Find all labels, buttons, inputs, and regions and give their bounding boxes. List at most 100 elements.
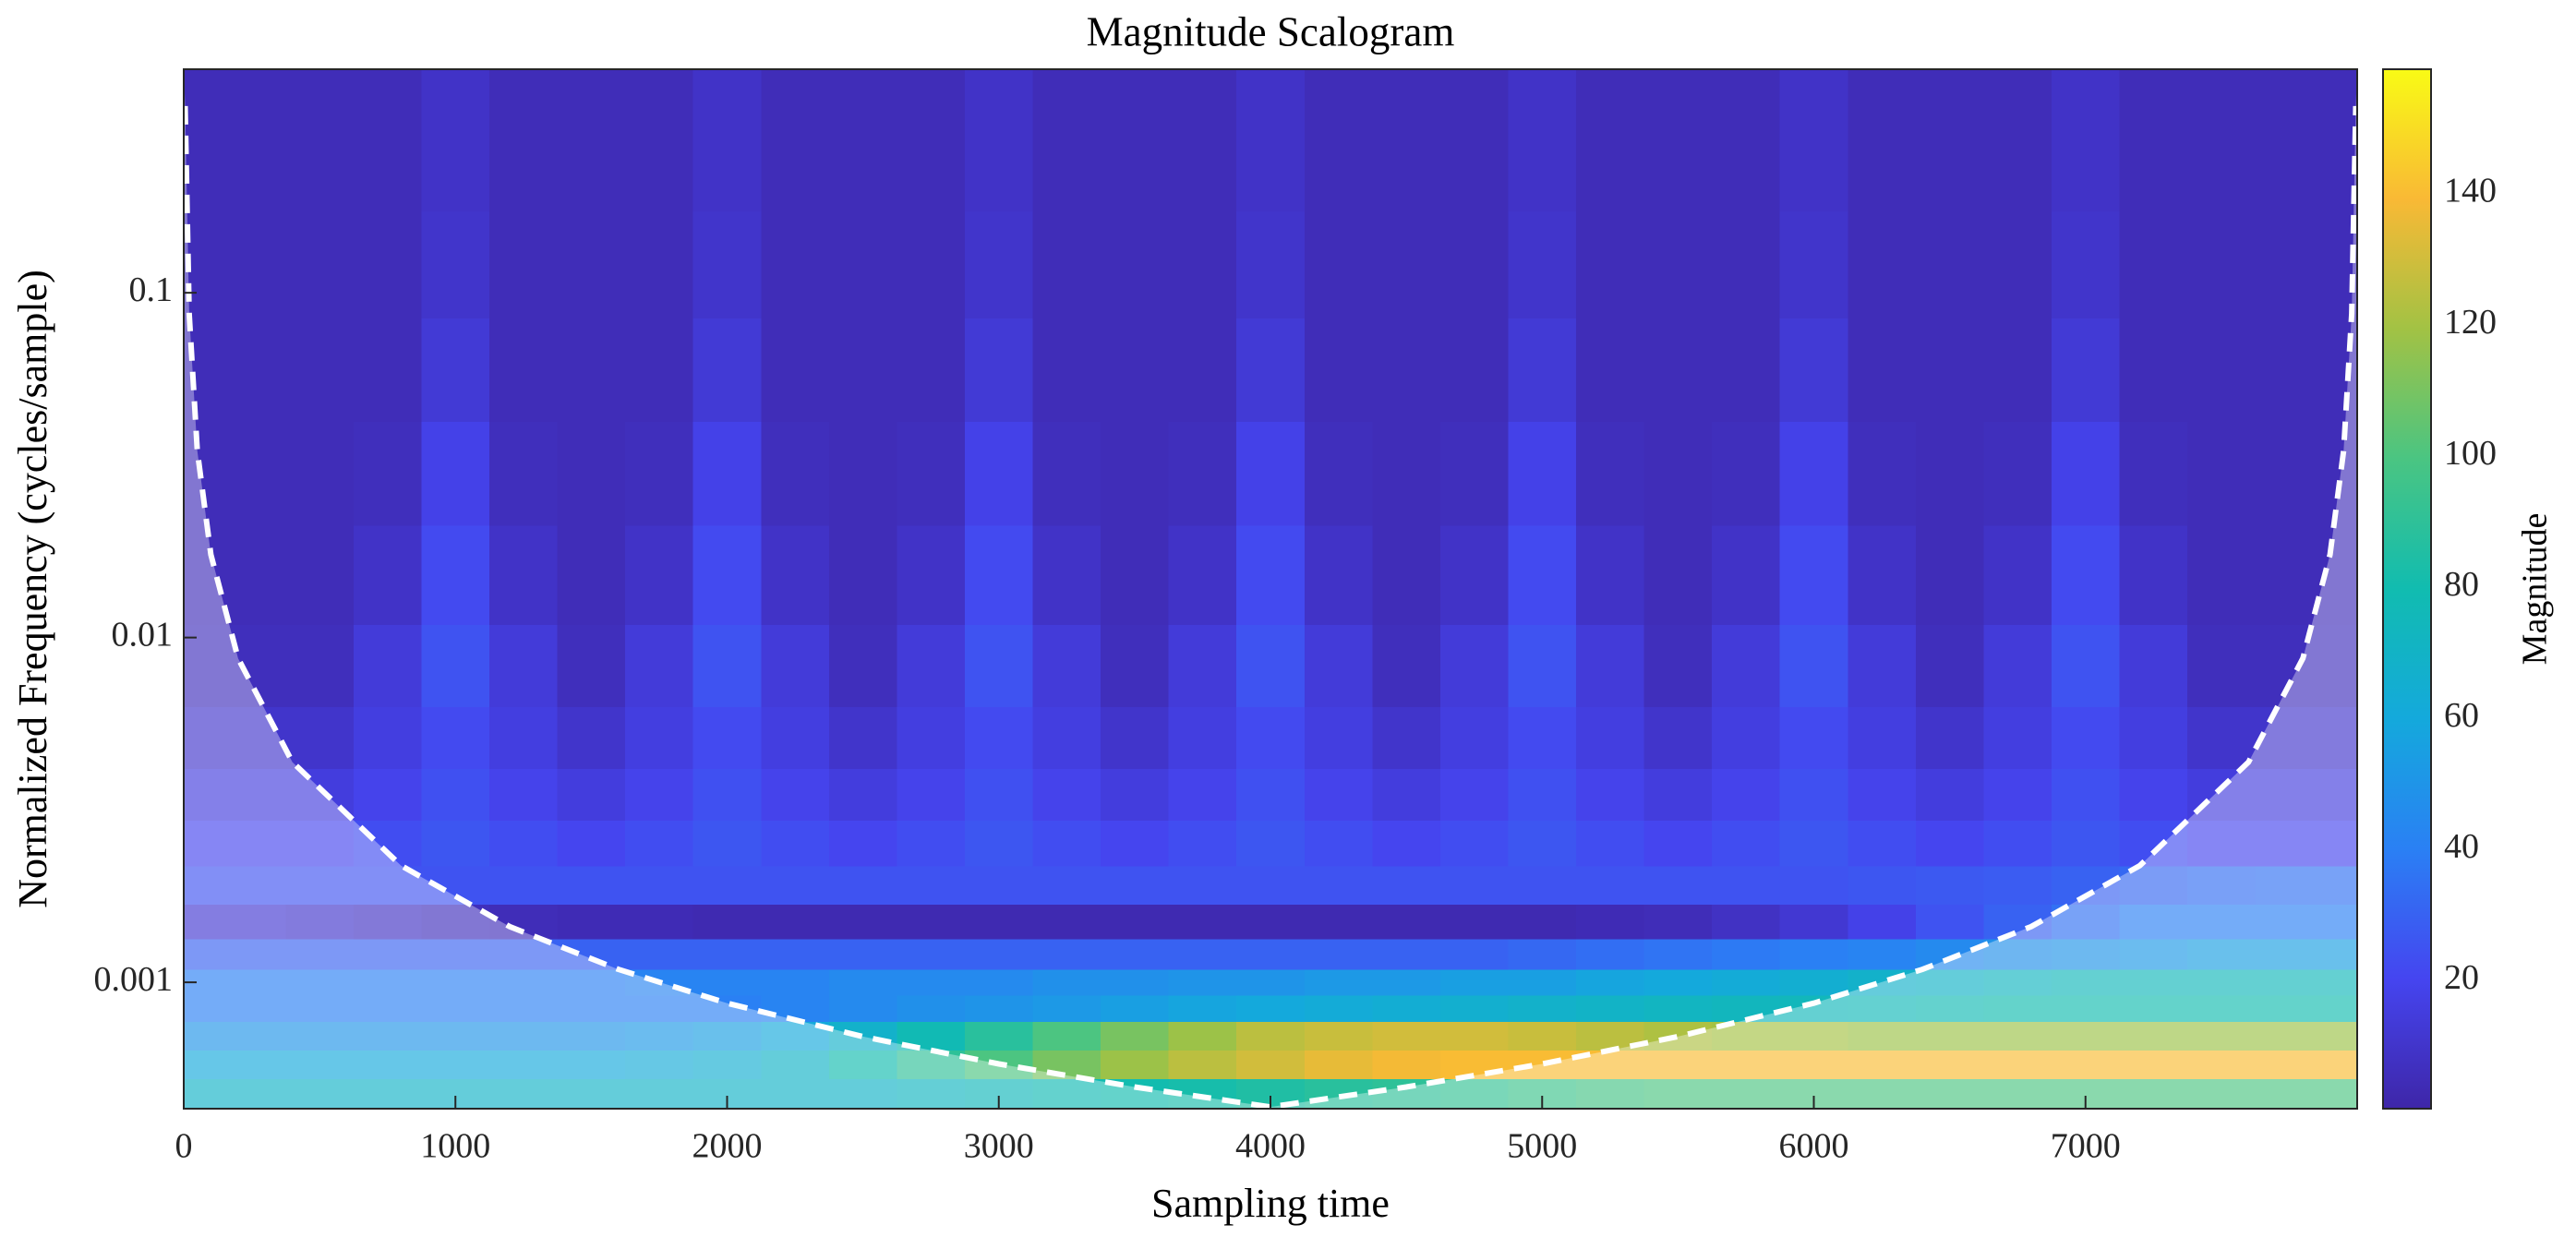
heatmap-cell: [897, 421, 966, 526]
heatmap-cell: [285, 1021, 355, 1051]
heatmap-cell: [1032, 994, 1102, 1023]
heatmap-cell: [2323, 1077, 2357, 1109]
heatmap-cell: [1576, 210, 1645, 318]
heatmap-cell: [2255, 1021, 2325, 1051]
heatmap-cell: [1576, 705, 1645, 769]
heatmap-cell: [1032, 210, 1102, 318]
x-tick-label: 7000: [2051, 1127, 2121, 1166]
heatmap-cell: [557, 938, 627, 970]
heatmap-cell: [2323, 705, 2357, 769]
heatmap-cell: [625, 524, 694, 625]
heatmap-cell: [1101, 69, 1170, 212]
heatmap-cell: [1168, 623, 1238, 707]
heatmap-cell: [2255, 767, 2325, 822]
heatmap-cell: [285, 968, 355, 996]
heatmap-cell: [1712, 317, 1781, 423]
heatmap-cell: [828, 210, 898, 318]
heatmap-cell: [1915, 865, 1985, 906]
heatmap-cell: [1712, 1050, 1781, 1079]
heatmap-cell: [1983, 820, 2052, 867]
heatmap-cell: [1168, 317, 1238, 423]
heatmap-cell: [184, 317, 219, 423]
heatmap-cell: [1643, 210, 1714, 318]
heatmap-cell: [184, 69, 219, 212]
heatmap-cell: [2119, 994, 2189, 1023]
heatmap-cell: [828, 865, 898, 906]
heatmap-cell: [2051, 421, 2121, 526]
heatmap-cell: [2051, 767, 2121, 822]
heatmap-cell: [217, 623, 287, 707]
heatmap-cell: [828, 69, 898, 212]
x-tick-label: 4000: [1235, 1127, 1306, 1166]
heatmap-cell: [217, 1021, 287, 1051]
heatmap-cell: [625, 994, 694, 1023]
heatmap-cell: [353, 994, 423, 1023]
heatmap-cell: [1848, 865, 1917, 906]
heatmap-cell: [761, 705, 830, 769]
colorbar: [2382, 68, 2432, 1110]
heatmap-cell: [2187, 1050, 2257, 1079]
heatmap-cell: [897, 623, 966, 707]
heatmap-cell: [761, 1050, 830, 1079]
heatmap-cell: [1372, 69, 1441, 212]
heatmap-cell: [184, 705, 219, 769]
heatmap-cell: [1508, 421, 1578, 526]
y-tick-label: 0.1: [129, 270, 174, 309]
heatmap-cell: [1439, 820, 1510, 867]
heatmap-cell: [217, 820, 287, 867]
heatmap-cell: [964, 968, 1034, 996]
heatmap-cell: [761, 968, 830, 996]
heatmap-cell: [1032, 317, 1102, 423]
heatmap-cell: [1848, 938, 1917, 970]
heatmap-cell: [489, 210, 559, 318]
x-tick-label: 5000: [1507, 1127, 1577, 1166]
heatmap-cell: [2255, 705, 2325, 769]
heatmap-cell: [1236, 820, 1306, 867]
heatmap-cell: [625, 904, 694, 940]
heatmap-cell: [1576, 994, 1645, 1023]
heatmap-cell: [1032, 623, 1102, 707]
heatmap-cell: [1236, 623, 1306, 707]
heatmap-cell: [1168, 1050, 1238, 1079]
heatmap-cell: [1101, 705, 1170, 769]
heatmap-cell: [1983, 1050, 2052, 1079]
colorbar-tick-label: 40: [2444, 827, 2479, 866]
heatmap-cell: [897, 69, 966, 212]
heatmap-cell: [1032, 904, 1102, 940]
heatmap-cell: [285, 904, 355, 940]
heatmap-cell: [897, 210, 966, 318]
heatmap-cell: [1236, 1021, 1306, 1051]
heatmap-cell: [285, 865, 355, 906]
heatmap-cell: [1576, 904, 1645, 940]
heatmap-cell: [421, 421, 491, 526]
heatmap-cell: [2323, 1050, 2357, 1079]
heatmap-cell: [353, 938, 423, 970]
heatmap-cell: [897, 1077, 966, 1109]
heatmap-cell: [2255, 968, 2325, 996]
heatmap-cell: [285, 524, 355, 625]
heatmap-cell: [1372, 210, 1441, 318]
heatmap-cell: [1101, 210, 1170, 318]
heatmap-cell: [1848, 968, 1917, 996]
heatmap-cell: [1508, 623, 1578, 707]
heatmap-cell: [1101, 1050, 1170, 1079]
heatmap-cell: [2323, 524, 2357, 625]
heatmap-cell: [1915, 623, 1985, 707]
heatmap-cell: [761, 623, 830, 707]
heatmap-cell: [353, 524, 423, 625]
heatmap-cell: [828, 767, 898, 822]
heatmap-cell: [1304, 865, 1374, 906]
heatmap-cell: [1643, 421, 1714, 526]
heatmap-cell: [2187, 1021, 2257, 1051]
heatmap-cell: [1439, 705, 1510, 769]
heatmap-cell: [964, 1021, 1034, 1051]
heatmap-cell: [1168, 904, 1238, 940]
heatmap-cell: [2051, 820, 2121, 867]
heatmap-cell: [184, 938, 219, 970]
heatmap-cell: [217, 69, 287, 212]
heatmap-cell: [692, 524, 763, 625]
heatmap-cell: [1779, 1021, 1849, 1051]
heatmap-cell: [1439, 1077, 1510, 1109]
heatmap-cell: [1508, 904, 1578, 940]
heatmap-cell: [1236, 904, 1306, 940]
